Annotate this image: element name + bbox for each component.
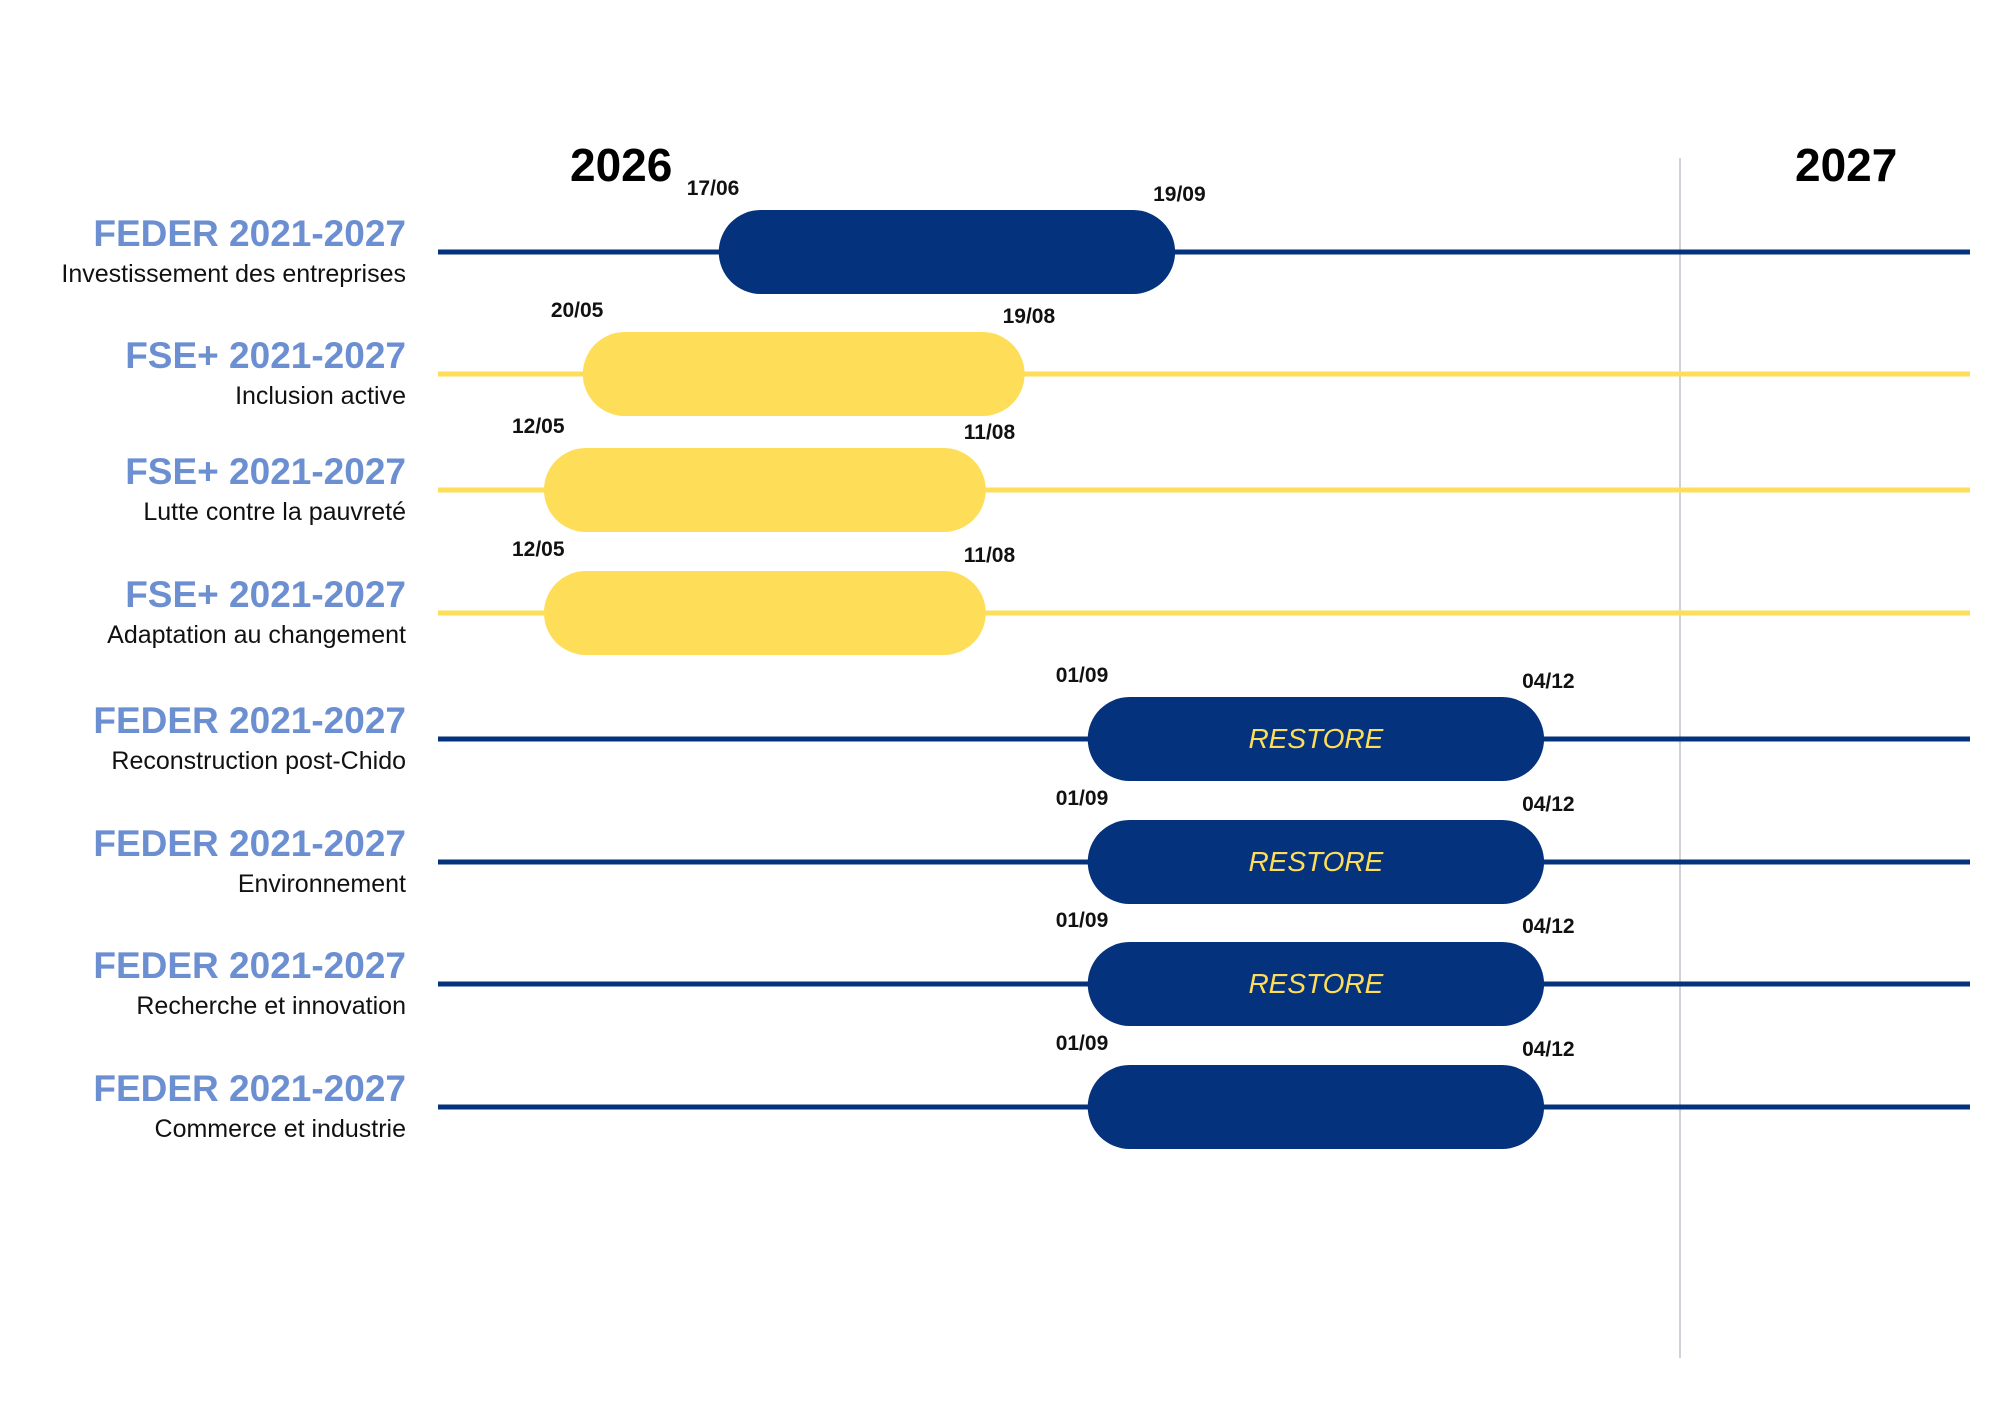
- row-subtitle: Recherche et innovation: [136, 992, 406, 1020]
- row-title: FEDER 2021-2027: [93, 1068, 406, 1109]
- end-date-label: 19/08: [1002, 305, 1056, 328]
- start-date-label: 01/09: [1055, 909, 1109, 932]
- gantt-bar: [1087, 942, 1545, 1026]
- end-date-label: 04/12: [1522, 1038, 1575, 1061]
- row-subtitle: Inclusion active: [235, 382, 406, 410]
- end-date-label: 19/09: [1153, 183, 1206, 206]
- row-title: FEDER 2021-2027: [93, 823, 406, 864]
- bar-label: RESTORE: [1248, 968, 1384, 999]
- row-title: FEDER 2021-2027: [93, 213, 406, 254]
- end-date-label: 11/08: [963, 421, 1016, 444]
- gantt-bar: [543, 448, 986, 532]
- start-date-label: 01/09: [1055, 1032, 1109, 1055]
- row-subtitle: Investissement des entreprises: [61, 260, 406, 288]
- gantt-bar: [543, 571, 986, 655]
- start-date-label: 01/09: [1055, 664, 1109, 687]
- start-date-label: 01/09: [1055, 787, 1109, 810]
- end-date-label: 04/12: [1522, 670, 1575, 693]
- gantt-bar: [582, 332, 1025, 416]
- end-date-label: 04/12: [1522, 793, 1575, 816]
- row-subtitle: Adaptation au changement: [107, 621, 406, 649]
- row-subtitle: Lutte contre la pauvreté: [143, 498, 406, 526]
- year-label-2027: 2027: [1795, 139, 1898, 191]
- year-divider: [1679, 158, 1681, 1358]
- end-date-label: 04/12: [1522, 915, 1575, 938]
- row-title: FSE+ 2021-2027: [125, 451, 406, 492]
- row-title: FSE+ 2021-2027: [125, 335, 406, 376]
- row-subtitle: Commerce et industrie: [154, 1115, 406, 1143]
- start-date-label: 12/05: [511, 415, 565, 438]
- bar-label: RESTORE: [1248, 723, 1384, 754]
- row-subtitle: Environnement: [237, 870, 406, 898]
- end-date-label: 11/08: [963, 544, 1016, 567]
- start-date-label: 17/06: [686, 177, 740, 200]
- start-date-label: 20/05: [550, 299, 604, 322]
- bar-label: RESTORE: [1248, 846, 1384, 877]
- gantt-bar: [718, 210, 1176, 294]
- row-title: FEDER 2021-2027: [93, 700, 406, 741]
- row-title: FEDER 2021-2027: [93, 945, 406, 986]
- gantt-bar: [1087, 1065, 1545, 1149]
- gantt-bar: [1087, 820, 1545, 904]
- start-date-label: 12/05: [511, 538, 565, 561]
- row-subtitle: Reconstruction post-Chido: [111, 747, 406, 775]
- row-title: FSE+ 2021-2027: [125, 574, 406, 615]
- gantt-bar: [1087, 697, 1545, 781]
- year-label-2026: 2026: [570, 139, 673, 191]
